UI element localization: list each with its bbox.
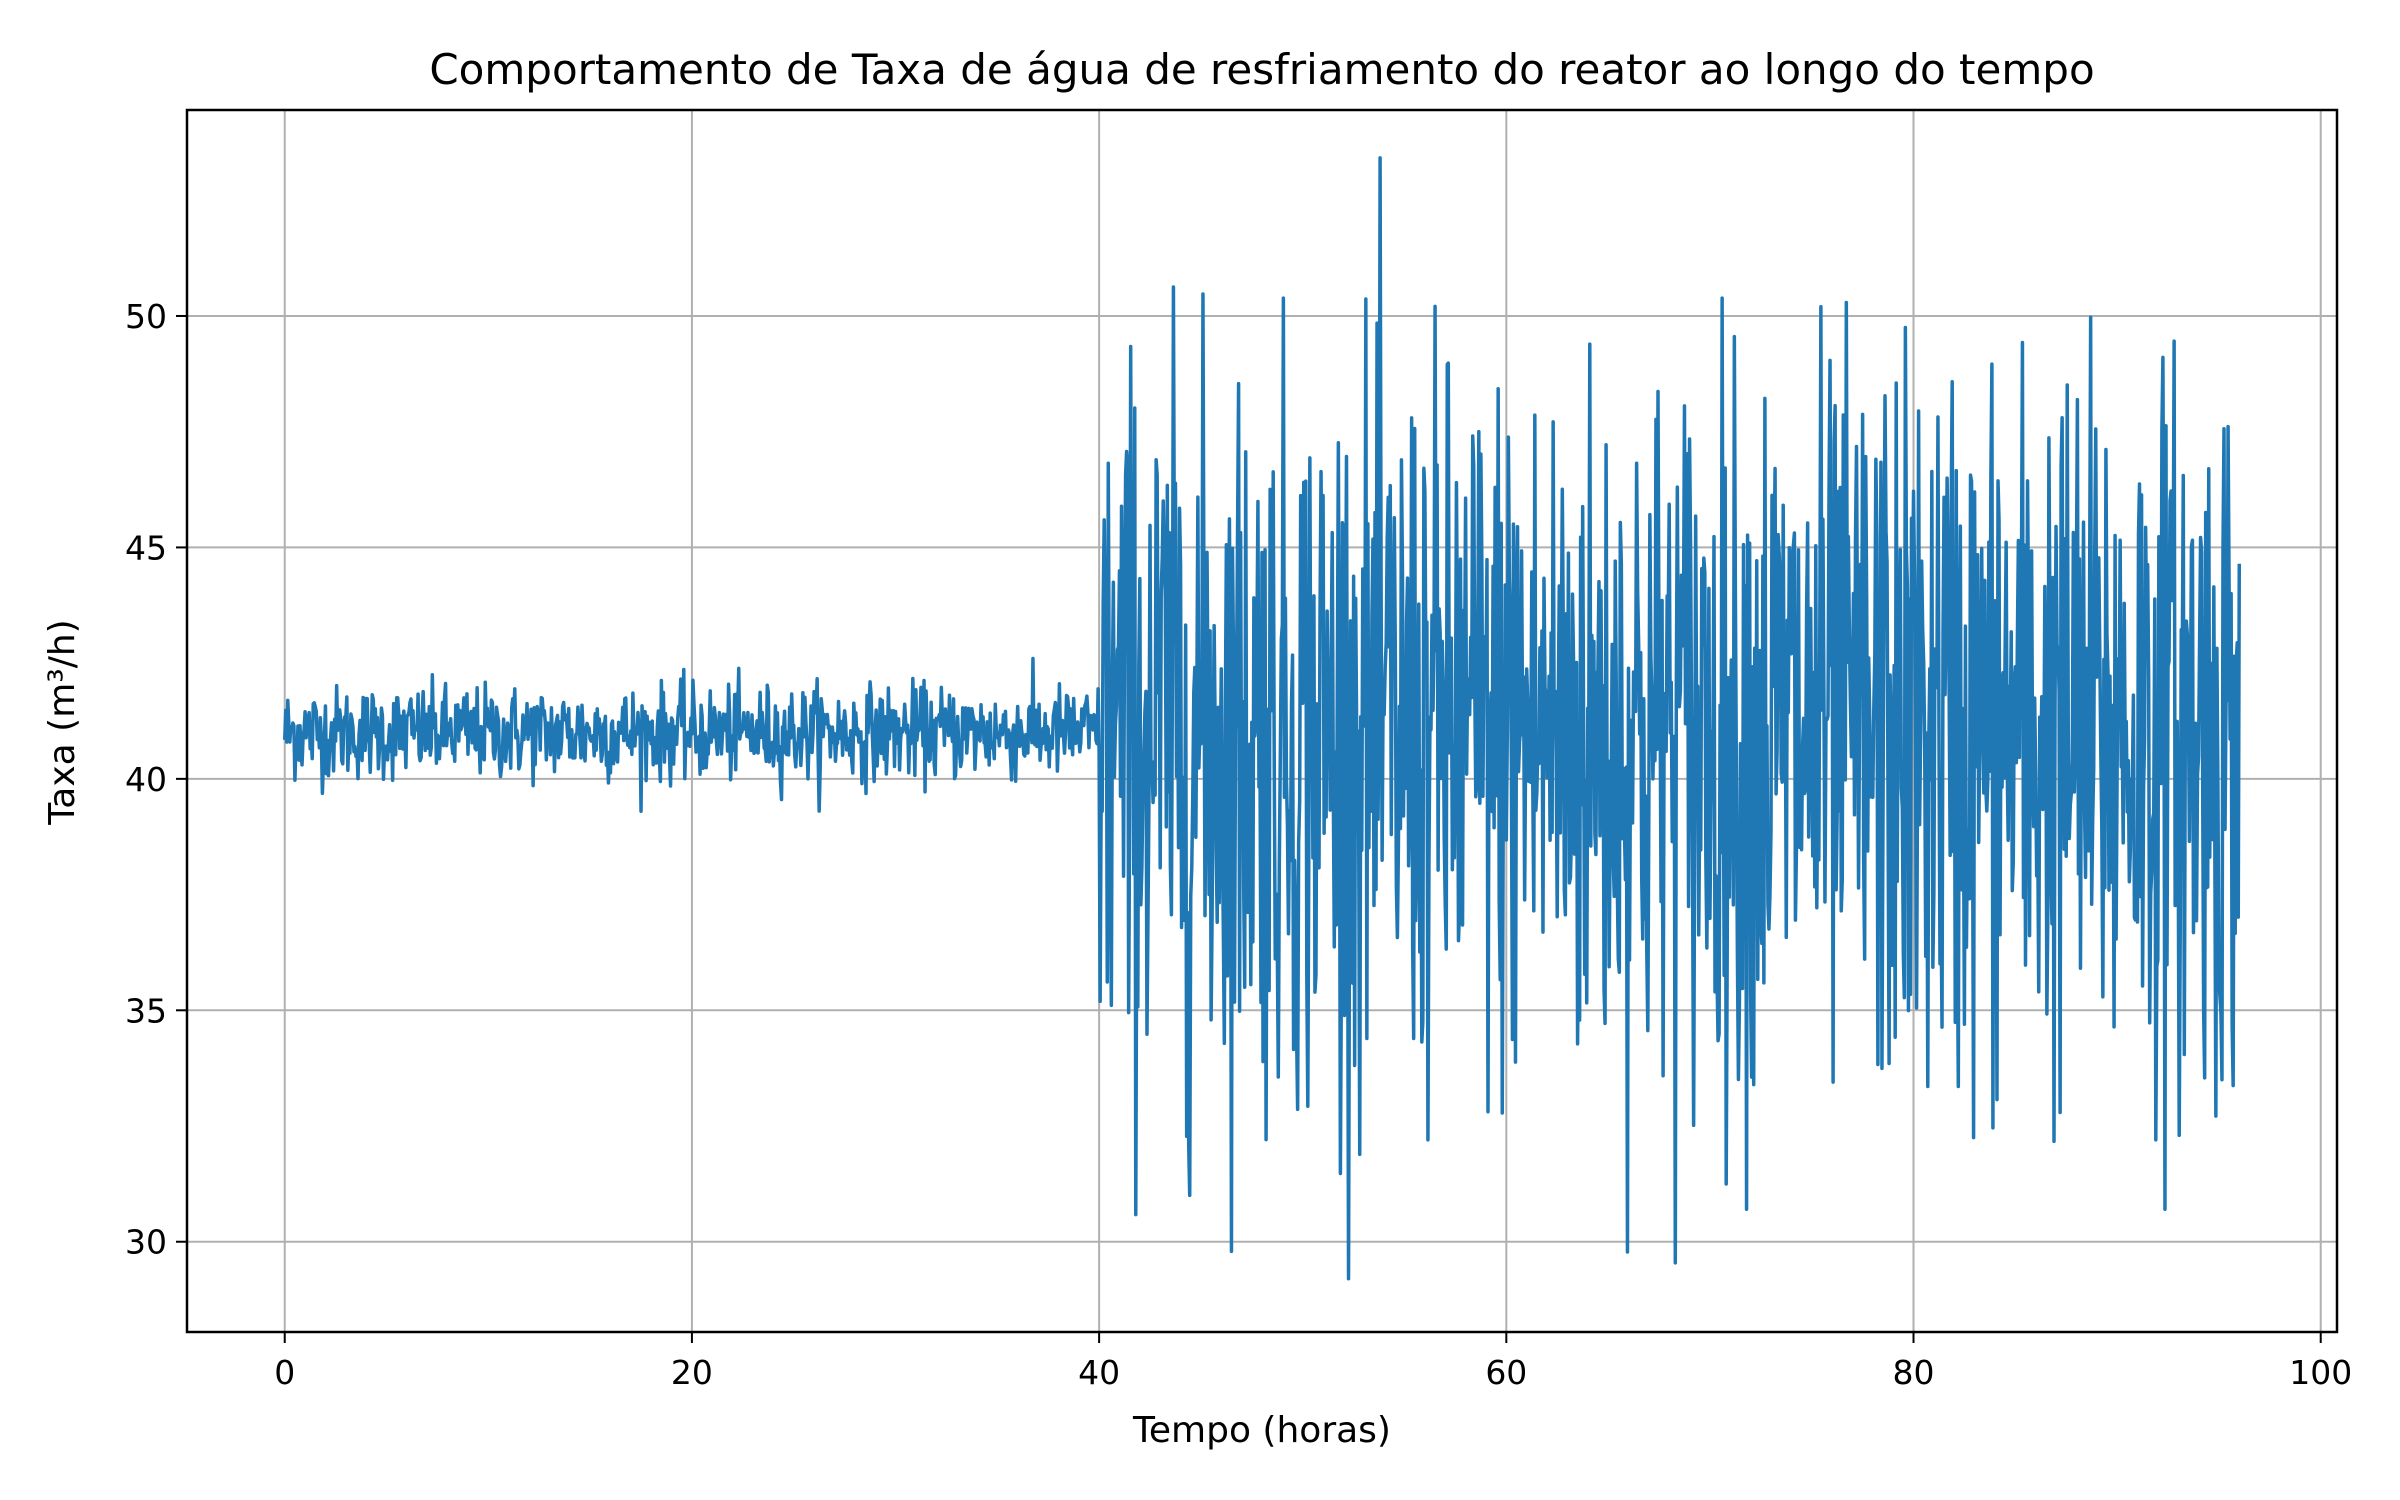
x-tick-label: 20 [671,1353,713,1392]
y-tick-label: 40 [125,760,167,799]
x-tick-label: 60 [1485,1353,1527,1392]
y-axis: 30 35 40 45 50 [125,297,187,1262]
x-tick-label: 40 [1078,1353,1120,1392]
x-tick-label: 100 [2289,1353,2352,1392]
series-line [282,156,2242,1281]
chart-title: Comportamento de Taxa de água de resfria… [429,45,2094,94]
y-tick-label: 50 [125,297,167,336]
x-tick-label: 80 [1893,1353,1935,1392]
x-axis: 0 20 40 60 80 100 [274,1332,2352,1392]
y-tick-label: 30 [125,1223,167,1262]
series-layer [282,156,2242,1281]
x-tick-label: 0 [274,1353,295,1392]
plot-area-frame [185,108,2339,1334]
y-tick-label: 35 [125,991,167,1030]
y-tick-label: 45 [125,528,167,567]
x-axis-label: Tempo (horas) [1132,1410,1391,1451]
y-axis-label: Taxa (m³/h) [42,619,83,825]
